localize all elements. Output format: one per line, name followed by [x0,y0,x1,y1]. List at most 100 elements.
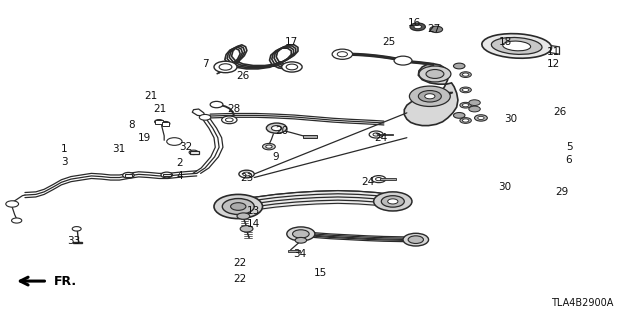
Circle shape [369,131,383,138]
Circle shape [292,230,309,238]
Circle shape [463,73,468,76]
Circle shape [408,236,424,244]
Circle shape [214,195,262,219]
Bar [380,178,396,180]
Circle shape [287,227,315,241]
Bar [162,122,170,125]
Text: TLA4B2900A: TLA4B2900A [550,298,613,308]
Circle shape [463,119,468,122]
Text: 24: 24 [374,133,387,143]
Text: 6: 6 [566,155,572,165]
Text: 20: 20 [275,126,288,136]
Text: 8: 8 [128,120,135,130]
Circle shape [199,115,211,120]
Circle shape [219,64,232,70]
Circle shape [189,150,198,155]
Circle shape [286,64,298,70]
Circle shape [410,23,426,31]
Text: 27: 27 [427,24,440,34]
Circle shape [426,69,444,78]
Circle shape [155,120,164,124]
Circle shape [161,122,170,126]
Circle shape [460,72,471,77]
Circle shape [332,49,353,59]
Text: 15: 15 [314,268,326,278]
Circle shape [123,172,134,178]
Text: FR.: FR. [54,275,77,288]
Text: 3: 3 [61,156,68,167]
Text: 7: 7 [202,60,209,69]
Text: 22: 22 [234,274,247,284]
Circle shape [477,116,484,120]
Circle shape [239,170,254,178]
Circle shape [460,118,471,123]
Text: 11: 11 [547,47,560,57]
Circle shape [337,52,348,57]
Text: 12: 12 [547,60,560,69]
Circle shape [262,143,275,150]
Circle shape [468,100,480,106]
Circle shape [221,116,237,124]
Bar [163,174,171,176]
Text: 26: 26 [237,71,250,81]
Circle shape [468,106,480,112]
Text: 9: 9 [272,152,278,162]
Circle shape [460,87,471,93]
Circle shape [295,237,307,243]
Text: 34: 34 [293,249,306,259]
Bar [288,250,300,252]
Circle shape [266,145,272,148]
Text: 28: 28 [227,104,241,114]
Circle shape [425,94,435,99]
Circle shape [403,233,429,246]
Circle shape [161,172,173,178]
Circle shape [240,226,253,232]
Text: 29: 29 [555,187,568,197]
Circle shape [266,123,287,133]
Bar [156,120,163,124]
Circle shape [419,66,451,82]
Text: 32: 32 [179,142,193,152]
Text: 2: 2 [176,158,183,168]
Text: 21: 21 [154,104,167,114]
Ellipse shape [492,37,542,54]
Circle shape [214,61,237,73]
Ellipse shape [503,41,531,51]
Circle shape [374,192,412,211]
Bar [74,242,83,244]
Circle shape [410,86,451,107]
Circle shape [230,203,246,210]
Circle shape [225,118,233,122]
Circle shape [167,138,182,145]
Text: 13: 13 [246,206,260,216]
Circle shape [414,25,422,29]
Circle shape [463,88,468,92]
Bar [378,133,394,135]
Circle shape [12,218,22,223]
Text: 16: 16 [408,18,421,28]
Circle shape [282,62,302,72]
Circle shape [388,199,398,204]
Text: 1: 1 [61,144,68,154]
Circle shape [381,196,404,207]
Text: 19: 19 [138,133,151,143]
Text: 17: 17 [285,37,298,47]
Bar [189,151,198,154]
Bar [303,135,317,138]
Text: 4: 4 [176,171,183,181]
Circle shape [463,104,468,107]
Text: 18: 18 [499,37,512,47]
Circle shape [222,198,254,214]
Text: 26: 26 [553,107,566,117]
Text: 25: 25 [382,37,396,47]
Text: 21: 21 [144,91,157,101]
Text: 30: 30 [499,182,512,192]
Circle shape [454,63,465,69]
Circle shape [376,178,382,181]
Text: 30: 30 [504,114,517,124]
Circle shape [6,201,19,207]
Text: 31: 31 [112,144,125,154]
Circle shape [243,172,250,176]
Circle shape [454,113,465,118]
Text: 5: 5 [566,142,572,152]
